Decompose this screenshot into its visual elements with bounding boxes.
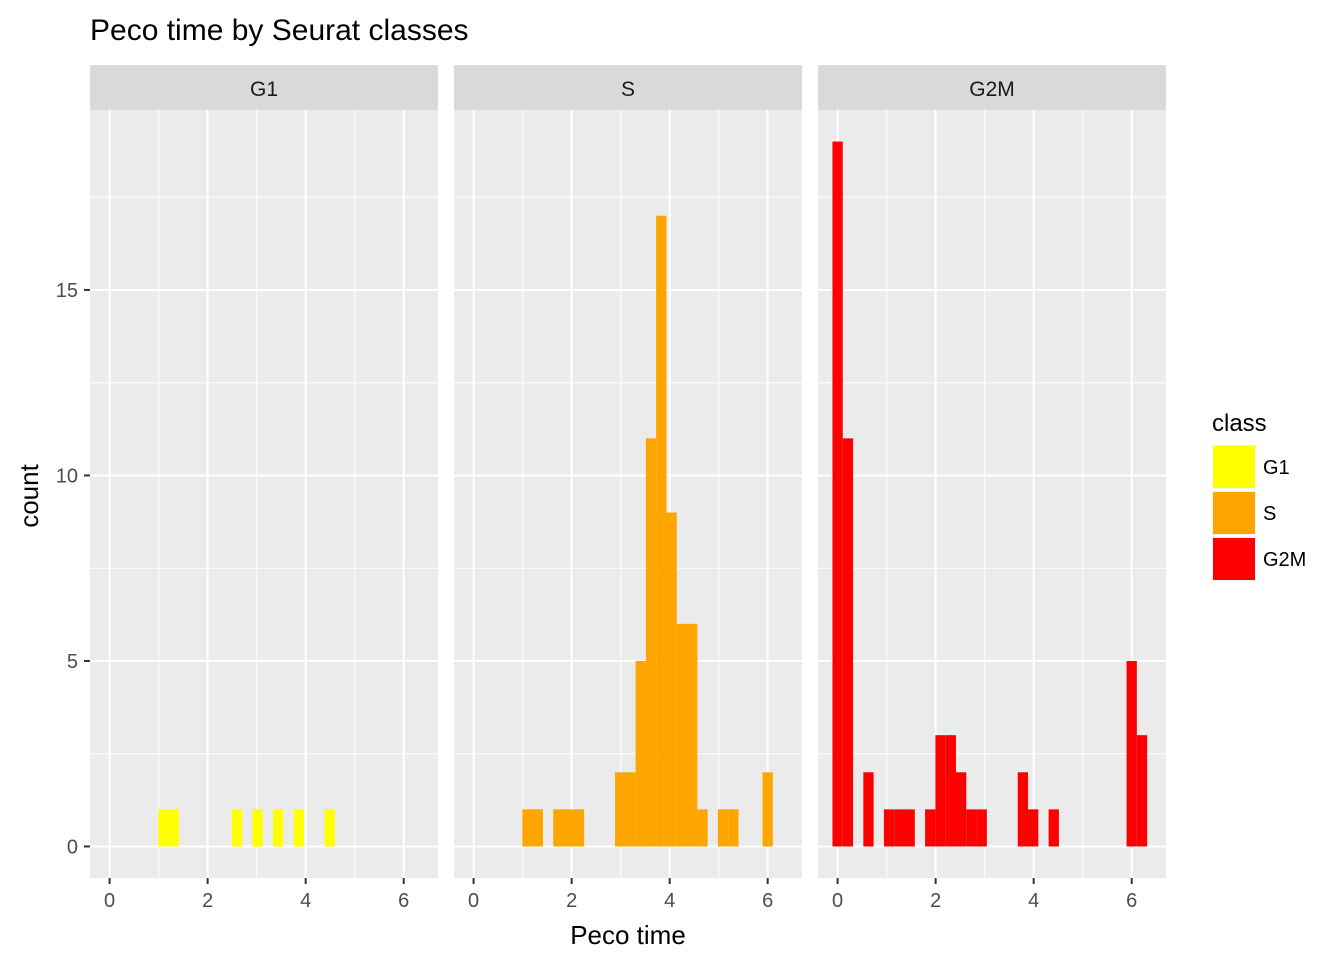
bar — [717, 809, 729, 847]
facet-strip — [818, 65, 1166, 110]
legend-item-s: S — [1212, 491, 1276, 535]
legend-label: S — [1263, 503, 1276, 525]
bar — [894, 809, 905, 847]
x-tick-label: 0 — [104, 890, 115, 912]
x-tick-label: 6 — [1126, 890, 1137, 912]
bar — [976, 809, 987, 847]
bar — [966, 809, 977, 847]
facet-strip-label: S — [621, 78, 635, 101]
bar — [625, 772, 636, 847]
legend-swatch — [1213, 538, 1255, 580]
panel-background — [818, 110, 1166, 878]
bar — [656, 215, 667, 847]
bar — [697, 809, 708, 847]
x-tick-label: 4 — [1028, 890, 1039, 912]
legend-label: G2M — [1263, 549, 1306, 571]
legend-item-g1: G1 — [1212, 445, 1290, 489]
bar — [635, 660, 646, 847]
bar — [832, 141, 843, 847]
x-tick-label: 6 — [762, 890, 773, 912]
bar — [615, 772, 626, 847]
bar — [1028, 809, 1039, 847]
bar — [1136, 735, 1148, 847]
bar — [687, 623, 698, 847]
x-axis-label: Peco time — [570, 920, 686, 950]
bar — [904, 809, 915, 847]
bar — [842, 438, 854, 847]
legend-label: G1 — [1263, 457, 1290, 479]
bar — [158, 809, 169, 847]
bar — [231, 809, 243, 847]
bar — [645, 438, 657, 847]
legend-swatch — [1213, 446, 1255, 488]
legend-swatch — [1213, 492, 1255, 534]
facets: G1 0 2 4 6 S 0 2 4 6 G2M 0 2 4 6 0 5 10 15 — [56, 65, 1166, 912]
panel-background — [454, 110, 802, 878]
y-tick-label: 0 — [67, 836, 78, 858]
legend-item-g2m: G2M — [1212, 537, 1306, 581]
x-tick-label: 4 — [664, 890, 675, 912]
bar — [762, 772, 773, 847]
y-tick-label: 5 — [67, 651, 78, 673]
y-axis-label: count — [14, 463, 44, 527]
x-tick-label: 0 — [468, 890, 479, 912]
bar — [935, 735, 946, 847]
bar — [573, 809, 585, 847]
bar — [252, 809, 263, 847]
bar — [532, 809, 543, 847]
x-tick-label: 2 — [566, 890, 577, 912]
bar — [293, 809, 304, 847]
bar — [883, 809, 895, 847]
bar — [863, 772, 874, 847]
legend-items: G1 S G2M — [1212, 445, 1306, 581]
x-tick-label: 6 — [398, 890, 409, 912]
bar — [945, 735, 956, 847]
bar — [925, 809, 936, 847]
legend: class G1 S G2M — [1212, 410, 1306, 581]
bar — [666, 512, 677, 847]
bar — [553, 809, 564, 847]
facet-strip — [454, 65, 802, 110]
x-tick-label: 2 — [930, 890, 941, 912]
facet-strip-label: G2M — [969, 78, 1015, 101]
x-tick-label: 0 — [832, 890, 843, 912]
bar — [728, 809, 739, 847]
x-tick-label: 2 — [202, 890, 213, 912]
bar — [955, 772, 967, 847]
chart-title: Peco time by Seurat classes — [90, 14, 469, 47]
bar — [1017, 772, 1029, 847]
facet-g2m: G2M 0 2 4 6 — [818, 65, 1166, 912]
bar — [522, 809, 533, 847]
x-tick-label: 4 — [300, 890, 311, 912]
y-tick-label: 10 — [56, 465, 78, 487]
facet-strip — [90, 65, 438, 110]
bar — [1048, 809, 1059, 847]
facet-s: S 0 2 4 6 — [454, 65, 802, 912]
bar — [273, 809, 284, 847]
facet-strip-label: G1 — [250, 78, 278, 101]
bar — [168, 809, 179, 847]
legend-title: class — [1212, 410, 1267, 437]
bar — [676, 623, 688, 847]
panel-background — [90, 110, 438, 878]
bar — [1126, 660, 1137, 847]
facet-g1: G1 0 2 4 6 — [90, 65, 438, 912]
bar — [563, 809, 574, 847]
bar — [324, 809, 335, 847]
y-tick-label: 15 — [56, 280, 78, 302]
